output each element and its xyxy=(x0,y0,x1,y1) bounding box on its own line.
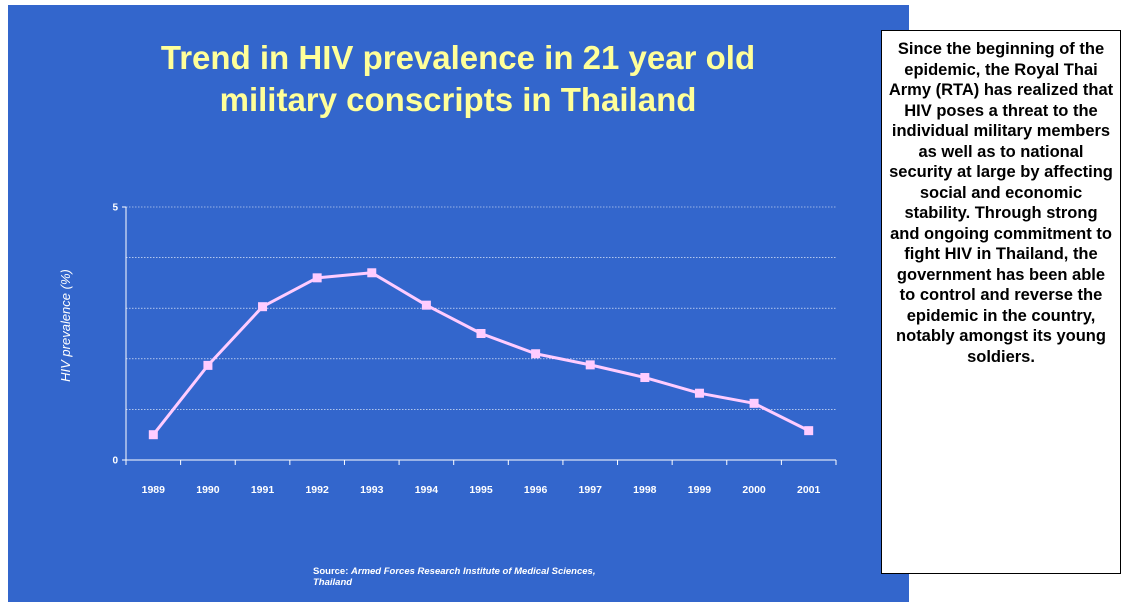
data-point-marker xyxy=(421,300,431,310)
sidebar-text: Since the beginning of the epidemic, the… xyxy=(888,40,1114,366)
x-tick-label: 1998 xyxy=(633,484,657,496)
chart-title: Trend in HIV prevalence in 21 year old m… xyxy=(48,37,868,121)
data-point-marker xyxy=(258,302,268,312)
x-tick-label: 1992 xyxy=(305,484,329,496)
data-point-marker xyxy=(203,360,213,370)
data-point-marker xyxy=(640,373,650,383)
x-tick-label: 2000 xyxy=(742,484,766,496)
source-label: Source: xyxy=(313,566,349,577)
x-tick-label: 1991 xyxy=(251,484,275,496)
x-tick-label: 1996 xyxy=(524,484,548,496)
x-tick-label: 1999 xyxy=(688,484,712,496)
x-tick-label: 1990 xyxy=(196,484,220,496)
series-line xyxy=(152,271,810,436)
line-chart: 0 5 1989 1990 1991 1992 1993 1994 1995 1996 1997 19… xyxy=(58,203,837,496)
data-point-marker xyxy=(148,430,158,440)
x-tick-label: 1995 xyxy=(469,484,493,496)
y-tick-label: 0 xyxy=(112,456,118,467)
source-text-line-2: Thailand xyxy=(313,577,353,588)
sidebar-textbox: Since the beginning of the epidemic, the… xyxy=(881,30,1121,574)
x-tick-label: 1993 xyxy=(360,484,384,496)
data-point-marker xyxy=(804,426,814,436)
x-tick-label: 2001 xyxy=(797,484,821,496)
data-point-marker xyxy=(749,398,759,408)
data-point-marker xyxy=(585,360,595,370)
x-tick-label: 1997 xyxy=(579,484,603,496)
source-text-line-1: Armed Forces Research Institute of Medic… xyxy=(351,566,596,577)
data-point-marker xyxy=(367,268,377,278)
data-point-marker xyxy=(531,349,541,359)
data-point-marker xyxy=(312,273,322,283)
slide-background: Trend in HIV prevalence in 21 year old m… xyxy=(8,5,909,602)
x-tick-label: 1994 xyxy=(415,484,439,496)
chart-title-line-2: military conscripts in Thailand xyxy=(219,81,697,118)
x-tick-label: 1989 xyxy=(142,484,166,496)
data-point-marker xyxy=(694,388,704,398)
y-axis-label: HIV prevalence (%) xyxy=(58,269,73,382)
y-tick-label: 5 xyxy=(112,203,118,214)
data-point-marker xyxy=(476,329,486,338)
source-note: Source: Armed Forces Research Institute … xyxy=(313,566,713,588)
chart-title-line-1: Trend in HIV prevalence in 21 year old xyxy=(160,39,756,76)
